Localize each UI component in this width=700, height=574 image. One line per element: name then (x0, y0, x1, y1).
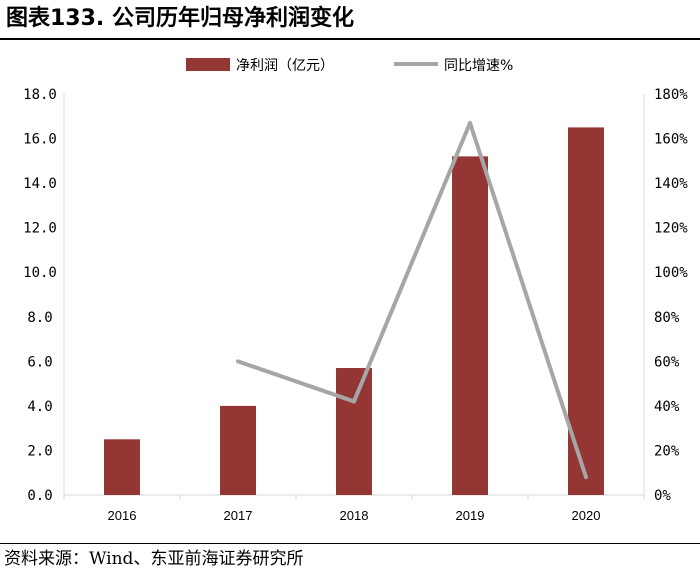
legend-line-label: 同比增速% (444, 58, 513, 74)
bars (104, 127, 604, 496)
source-note: 资料来源：Wind、东亚前海证券研究所 (4, 549, 304, 569)
right-tick-label: 60% (654, 354, 680, 370)
left-tick-label: 8.0 (27, 310, 52, 326)
bar-2017 (220, 405, 256, 495)
bar-2020 (568, 127, 604, 496)
right-tick-label: 100% (654, 265, 688, 281)
left-tick-label: 12.0 (23, 221, 57, 237)
growth-line (236, 120, 588, 480)
line-point-2020 (584, 475, 588, 480)
right-tick-label: 40% (654, 399, 680, 415)
left-tick-label: 10.0 (23, 265, 57, 281)
left-axis-ticks: 0.0 2.0 4.0 6.0 8.0 10.0 12.0 14.0 16.0 18.0 (23, 87, 57, 504)
right-tick-label: 180% (654, 87, 688, 103)
legend-bar-label: 净利润（亿元） (236, 58, 334, 74)
left-tick-label: 18.0 (23, 87, 57, 103)
bar-2016 (104, 439, 140, 495)
x-tick-label: 2020 (572, 508, 601, 523)
x-tick-label: 2016 (108, 508, 137, 523)
right-tick-label: 80% (654, 310, 680, 326)
line-point-2019 (468, 120, 472, 125)
right-tick-label: 140% (654, 176, 688, 192)
left-tick-label: 2.0 (27, 443, 52, 459)
left-tick-label: 4.0 (27, 399, 52, 415)
right-axis-ticks: 0% 20% 40% 60% 80% 100% 120% 140% 160% 180% (654, 87, 688, 504)
bar-2019 (452, 156, 488, 495)
line-point-2017 (236, 359, 240, 364)
right-tick-label: 160% (654, 132, 688, 148)
left-tick-label: 14.0 (23, 176, 57, 192)
x-tick-label: 2019 (456, 508, 485, 523)
chart: 净利润（亿元） 同比增速% 0.0 2.0 4.0 6.0 8.0 10.0 12.0 14.… (23, 58, 688, 523)
source-divider (0, 543, 700, 544)
right-tick-label: 120% (654, 221, 688, 237)
x-axis-ticks: 2016 2017 2018 2019 2020 (108, 508, 601, 523)
title-divider (0, 38, 700, 40)
growth-line-path (237, 120, 588, 478)
right-tick-label: 20% (654, 443, 680, 459)
bar-2018 (336, 368, 372, 495)
x-tick-label: 2018 (340, 508, 369, 523)
x-tick-label: 2017 (224, 508, 253, 523)
chart-title: 图表133. 公司历年归母净利润变化 (6, 6, 354, 31)
legend-bar-swatch (186, 58, 230, 71)
left-tick-label: 6.0 (27, 354, 52, 370)
left-tick-label: 16.0 (23, 132, 57, 148)
right-tick-label: 0% (654, 488, 671, 504)
legend: 净利润（亿元） 同比增速% (186, 58, 513, 74)
left-tick-label: 0.0 (27, 488, 52, 504)
line-point-2018 (352, 399, 356, 404)
